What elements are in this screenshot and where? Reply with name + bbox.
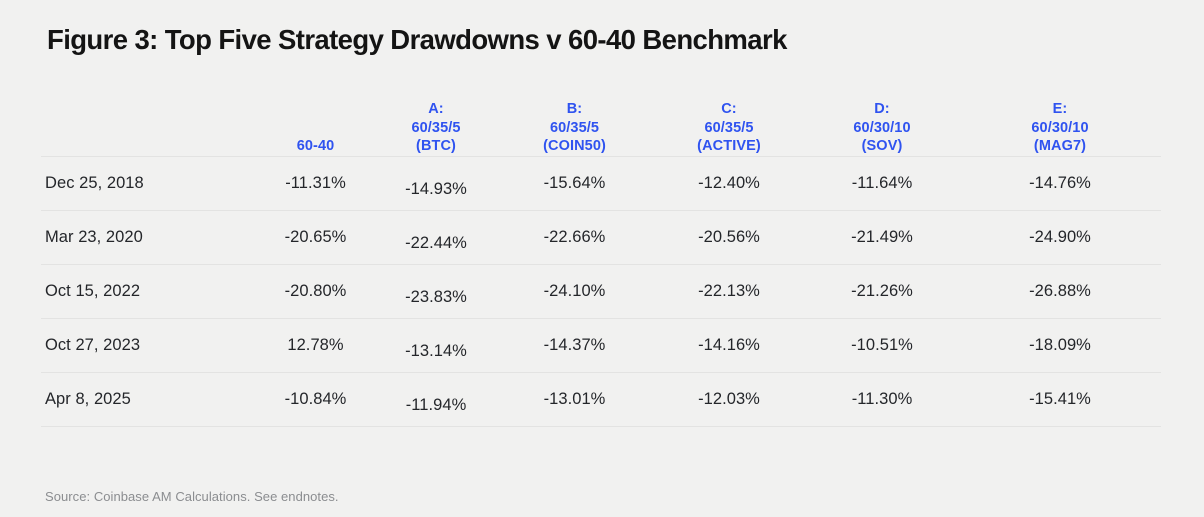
column-header-strategy-c-line1: C: [721, 101, 737, 117]
cell-strategy-e: -18.09% [1029, 336, 1091, 354]
cell-strategy-c: -22.13% [698, 282, 760, 300]
column-header-strategy-a: A: 60/35/5 (BTC) [376, 100, 496, 156]
cell-strategy-d: -21.49% [851, 228, 913, 246]
table-row: Apr 8, 2025 -10.84% -11.94% -13.01% -12.… [41, 372, 1161, 426]
header-row: 60-40 A: 60/35/5 (BTC) B: 60/35/5 (COIN5… [41, 100, 1161, 156]
cell-strategy-d: -11.64% [851, 174, 913, 192]
figure-title: Figure 3: Top Five Strategy Drawdowns v … [47, 24, 787, 55]
table-row: Oct 27, 2023 12.78% -13.14% -14.37% -14.… [41, 318, 1161, 372]
column-header-strategy-e: E: 60/30/10 (MAG7) [959, 100, 1161, 156]
table-header: 60-40 A: 60/35/5 (BTC) B: 60/35/5 (COIN5… [41, 100, 1161, 156]
cell-60-40: -20.65% [284, 228, 347, 246]
row-date: Mar 23, 2020 [45, 228, 143, 246]
row-date: Dec 25, 2018 [45, 174, 144, 192]
column-header-date [41, 100, 255, 156]
cell-strategy-c: -20.56% [698, 228, 760, 246]
column-header-strategy-d-line2: 60/30/10 [853, 119, 911, 136]
column-header-60-40-line3: 60-40 [296, 138, 335, 154]
cell-strategy-b: -24.10% [543, 282, 606, 300]
cell-strategy-c: -14.16% [698, 336, 760, 354]
column-header-strategy-a-line1: A: [428, 101, 444, 117]
cell-60-40: -20.80% [284, 282, 347, 300]
column-header-strategy-b-line2: 60/35/5 [549, 119, 600, 136]
cell-60-40: -10.84% [284, 390, 347, 408]
column-header-strategy-a-line2: 60/35/5 [411, 119, 461, 136]
cell-60-40: -11.31% [285, 174, 346, 192]
cell-strategy-e: -14.76% [1029, 174, 1091, 192]
column-header-strategy-b: B: 60/35/5 (COIN50) [496, 100, 653, 156]
row-date: Apr 8, 2025 [45, 390, 131, 408]
cell-strategy-b: -15.64% [543, 174, 606, 192]
cell-strategy-c: -12.03% [698, 390, 760, 408]
cell-strategy-c: -12.40% [698, 174, 760, 192]
cell-strategy-e: -24.90% [1029, 228, 1091, 246]
cell-strategy-a: -13.14% [405, 341, 467, 360]
column-header-60-40: 60-40 [255, 100, 376, 156]
column-header-strategy-c-line3: (ACTIVE) [697, 138, 761, 154]
row-date: Oct 15, 2022 [45, 282, 141, 300]
column-header-strategy-c-line2: 60/35/5 [704, 119, 754, 136]
cell-strategy-a: -23.83% [405, 287, 467, 306]
cell-60-40: 12.78% [287, 336, 344, 354]
cell-strategy-a: -22.44% [405, 233, 467, 252]
column-header-strategy-b-line1: B: [566, 101, 583, 117]
table-row: Dec 25, 2018 -11.31% -14.93% -15.64% -12… [41, 156, 1161, 210]
column-header-strategy-e-line2: 60/30/10 [1031, 119, 1089, 136]
table-body: Dec 25, 2018 -11.31% -14.93% -15.64% -12… [41, 156, 1161, 426]
cell-strategy-a: -14.93% [405, 179, 467, 198]
cell-strategy-b: -13.01% [543, 390, 606, 408]
cell-strategy-d: -10.51% [851, 336, 913, 354]
row-date: Oct 27, 2023 [45, 336, 141, 354]
column-header-strategy-a-line3: (BTC) [416, 138, 456, 154]
column-header-strategy-d-line1: D: [874, 101, 890, 117]
cell-strategy-b: -22.66% [543, 228, 606, 246]
column-header-strategy-b-line3: (COIN50) [543, 138, 606, 154]
table-row: Oct 15, 2022 -20.80% -23.83% -24.10% -22… [41, 264, 1161, 318]
column-header-strategy-d: D: 60/30/10 (SOV) [805, 100, 959, 156]
cell-strategy-a: -11.94% [405, 395, 467, 414]
column-header-strategy-e-line3: (MAG7) [1033, 138, 1087, 154]
cell-strategy-d: -11.30% [851, 390, 913, 408]
cell-strategy-e: -26.88% [1029, 282, 1091, 300]
cell-strategy-d: -21.26% [851, 282, 913, 300]
column-header-strategy-d-line3: (SOV) [861, 138, 903, 154]
table-row: Mar 23, 2020 -20.65% -22.44% -22.66% -20… [41, 210, 1161, 264]
source-note: Source: Coinbase AM Calculations. See en… [45, 489, 339, 504]
cell-strategy-e: -15.41% [1029, 390, 1091, 408]
drawdown-table: 60-40 A: 60/35/5 (BTC) B: 60/35/5 (COIN5… [41, 100, 1161, 427]
column-header-strategy-e-line1: E: [1052, 101, 1068, 117]
column-header-strategy-c: C: 60/35/5 (ACTIVE) [653, 100, 805, 156]
cell-strategy-b: -14.37% [543, 336, 606, 354]
